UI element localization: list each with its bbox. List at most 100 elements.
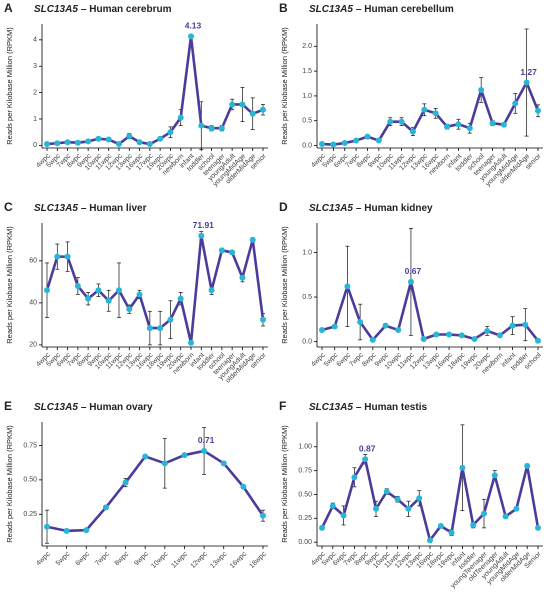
y-axis-label: Reads per Kilobase Million (RPKM)	[5, 226, 14, 344]
data-point	[142, 453, 149, 460]
data-point	[351, 474, 358, 481]
gene-name: SLC13A5	[34, 4, 78, 15]
series-line	[46, 35, 264, 146]
data-point	[535, 524, 541, 531]
data-point	[398, 118, 405, 125]
y-tick-label: 3	[33, 63, 37, 70]
data-point	[330, 141, 337, 148]
data-point	[524, 462, 531, 469]
data-point	[63, 527, 70, 534]
y-tick-label: 1.5	[302, 68, 312, 75]
data-point	[54, 140, 61, 147]
data-point	[260, 512, 266, 519]
data-point	[177, 295, 184, 302]
data-point	[260, 316, 266, 323]
data-point	[319, 327, 325, 334]
data-point	[466, 125, 473, 132]
data-point	[157, 325, 164, 332]
data-point	[249, 110, 256, 117]
data-point	[122, 479, 129, 486]
series-line	[321, 81, 540, 146]
y-axis-label: Reads per Kilobase Million (RPKM)	[280, 27, 289, 145]
tissue-title: – Human testis	[356, 402, 428, 413]
data-point	[446, 331, 453, 338]
data-point	[341, 140, 348, 147]
data-point	[44, 287, 50, 294]
panel-letter: A	[4, 1, 13, 15]
series-line	[45, 234, 265, 345]
data-point	[218, 125, 225, 132]
data-point	[198, 232, 205, 239]
y-axis-label: Reads per Kilobase Million (RPKM)	[5, 425, 14, 543]
data-point	[458, 332, 465, 339]
data-point	[387, 118, 394, 125]
x-tick-label: 8wpc	[114, 550, 131, 567]
data-point	[177, 114, 184, 121]
data-point	[409, 128, 416, 135]
data-point	[64, 253, 71, 260]
data-point	[95, 135, 102, 142]
data-point	[208, 287, 215, 294]
data-point	[126, 133, 133, 140]
data-point	[167, 129, 174, 136]
panel-title: SLC13A5– Human kidney	[309, 203, 433, 214]
x-tick-label: 4wpc	[35, 550, 52, 567]
data-point	[249, 236, 256, 243]
data-point	[116, 141, 122, 148]
gene-name: SLC13A5	[34, 203, 78, 214]
data-point	[136, 291, 143, 298]
data-point	[105, 136, 112, 143]
data-point	[433, 331, 440, 338]
panel-letter: B	[279, 1, 288, 15]
data-point	[523, 79, 530, 86]
x-tick-label: 11wpc	[170, 550, 189, 569]
x-tick-label: 18wpc	[248, 550, 268, 570]
data-point	[484, 327, 491, 334]
panel: F SLC13A5– Human testis Reads per Kilobase…	[279, 399, 543, 590]
data-point	[357, 319, 364, 326]
gene-name: SLC13A5	[34, 402, 78, 413]
x-tick-label: 10wpc	[150, 550, 170, 570]
panel-title: SLC13A5– Human testis	[309, 402, 427, 413]
value-label: 0.71	[198, 435, 215, 445]
data-point	[416, 495, 423, 502]
panel-letter: C	[4, 200, 13, 214]
tissue-title: – Human cerebrum	[81, 4, 172, 15]
tissue-title: – Human kidney	[356, 203, 433, 214]
data-point	[522, 321, 529, 328]
data-point	[146, 325, 153, 332]
tissue-title: – Human cerebellum	[356, 4, 454, 15]
y-tick-label: 0.25	[298, 515, 312, 522]
panel: E SLC13A5– Human ovary Reads per Kilobase …	[4, 399, 268, 570]
data-point	[340, 512, 347, 519]
data-point	[239, 274, 246, 281]
data-point	[64, 139, 71, 146]
y-tick-label: 60	[29, 258, 37, 265]
panel-title: SLC13A5– Human ovary	[34, 402, 153, 413]
tissue-title: – Human ovary	[81, 402, 153, 413]
data-point	[181, 452, 188, 459]
value-label: 1.27	[520, 67, 537, 77]
data-point	[427, 537, 433, 544]
series-line	[321, 280, 540, 342]
data-point	[74, 283, 81, 290]
y-tick-label: 4	[33, 37, 37, 44]
data-point	[105, 297, 112, 304]
value-label: 4.13	[185, 21, 202, 31]
y-tick-label: 1.0	[302, 93, 312, 100]
y-tick-label: 1	[33, 116, 37, 123]
gene-name: SLC13A5	[309, 203, 353, 214]
data-point	[373, 505, 379, 512]
data-point	[161, 460, 168, 467]
y-tick-label: 0.50	[23, 477, 37, 484]
data-point	[319, 141, 325, 148]
y-tick-label: 0.75	[23, 442, 37, 449]
data-point	[375, 137, 382, 144]
y-axis-label: Reads per Kilobase Million (RPKM)	[280, 226, 289, 344]
y-tick-label: 0.5	[302, 294, 312, 301]
data-point	[362, 456, 369, 463]
data-point	[407, 278, 414, 285]
data-point	[509, 322, 516, 329]
data-point	[54, 253, 61, 260]
